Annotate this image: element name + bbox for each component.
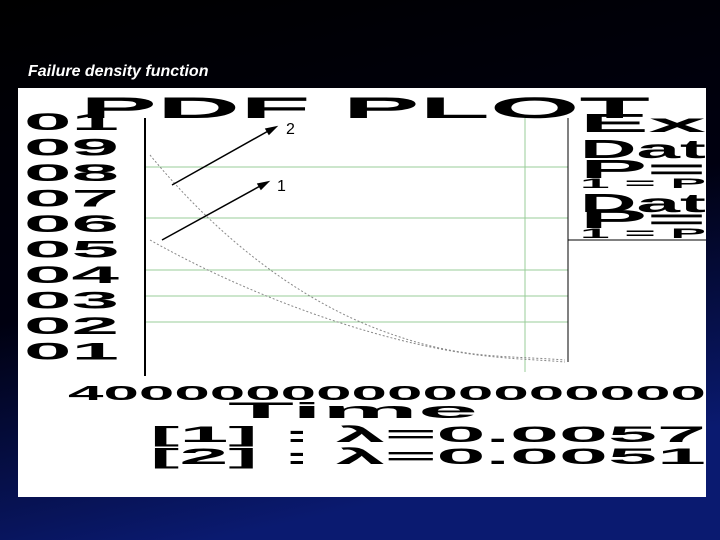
y-tick-label: 04 bbox=[24, 262, 121, 289]
curve-2 bbox=[149, 154, 566, 361]
plot-image bbox=[18, 88, 706, 497]
x-label: Time bbox=[228, 398, 478, 423]
y-tick-label: 01 bbox=[24, 109, 119, 136]
legend-text: 1 = P bbox=[580, 175, 706, 191]
y-tick-label: 06 bbox=[24, 211, 119, 238]
note: [1] : λ=0.0057 bbox=[150, 422, 706, 447]
y-tick-label: 01 bbox=[24, 339, 119, 366]
arrow bbox=[161, 184, 263, 241]
y-tick-label: 05 bbox=[24, 237, 119, 264]
arrow bbox=[171, 129, 271, 186]
slide-title: Failure density function bbox=[28, 63, 209, 80]
legend-text: Ex bbox=[580, 108, 708, 138]
annotation: 2 bbox=[286, 121, 295, 138]
legend-text: Dat bbox=[580, 188, 707, 218]
legend-text: Dat bbox=[580, 134, 707, 164]
legend-text: 1 = P bbox=[580, 225, 706, 241]
legend-text: P= bbox=[580, 154, 706, 184]
plot-title: PDF PLOT bbox=[80, 92, 650, 125]
x-tick-labels: 400000000000000000 bbox=[68, 383, 706, 405]
y-tick-label: 09 bbox=[24, 135, 119, 162]
y-tick-label: 08 bbox=[24, 160, 119, 187]
annotation: 1 bbox=[277, 178, 286, 195]
y-tick-label: 07 bbox=[24, 186, 119, 213]
arrow-head bbox=[264, 125, 279, 136]
grid bbox=[145, 118, 568, 372]
legend-text: P= bbox=[580, 204, 706, 234]
y-tick-label: 02 bbox=[24, 313, 119, 340]
note: [2] : λ=0.0051 bbox=[150, 444, 706, 469]
arrows bbox=[161, 125, 279, 241]
arrow-head bbox=[256, 180, 271, 191]
y-tick-label: 03 bbox=[24, 288, 119, 315]
curve-1 bbox=[149, 239, 566, 363]
